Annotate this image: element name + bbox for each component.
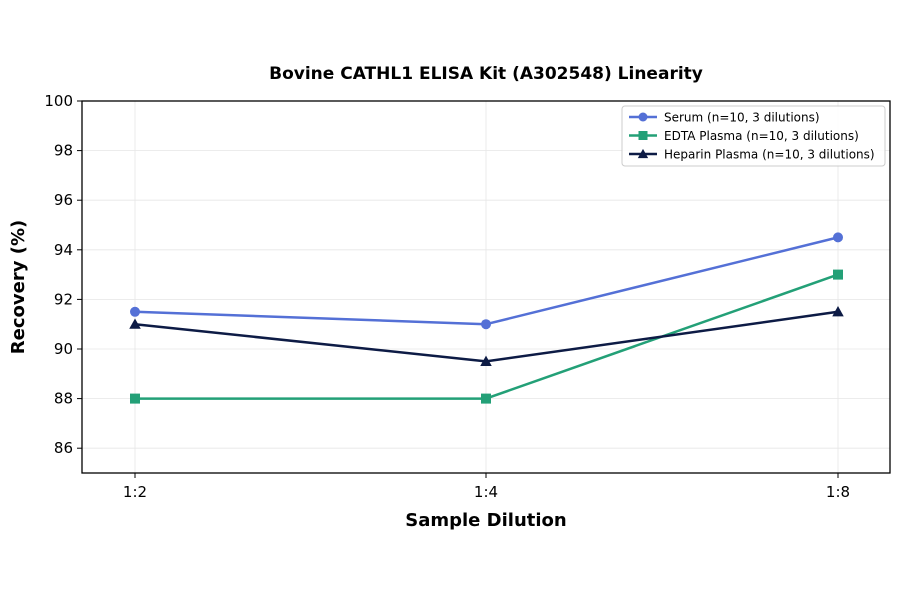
data-point [638,131,648,140]
data-point [480,355,492,366]
legend-item: EDTA Plasma (n=10, 3 dilutions) [629,129,859,143]
data-point [832,306,844,317]
data-point [481,393,491,404]
x-tick-label: 1:4 [474,483,498,501]
data-point [833,269,843,280]
x-tick-label: 1:2 [123,483,147,501]
data-point [638,112,648,122]
legend-label: EDTA Plasma (n=10, 3 dilutions) [664,129,859,143]
legend-box [621,105,886,167]
series-group [129,232,844,404]
series-heparin [129,306,844,366]
data-point [637,148,649,159]
legend-item: Serum (n=10, 3 dilutions) [629,111,820,125]
series-serum [130,232,843,330]
y-tick-label: 88 [54,390,73,408]
x-axis: 1:2 1:4 1:8 [123,473,850,501]
x-tick-label: 1:8 [826,483,850,501]
y-tick-label: 98 [54,142,73,160]
data-point [130,306,140,317]
y-tick-label: 96 [54,191,73,209]
y-tick-label: 86 [54,439,73,457]
legend-label: Heparin Plasma (n=10, 3 dilutions) [664,148,875,162]
y-tick-label: 94 [54,241,73,259]
legend-item: Heparin Plasma (n=10, 3 dilutions) [629,148,875,162]
data-point [130,393,140,404]
data-point [481,319,491,330]
data-point [129,318,141,329]
y-tick-label: 90 [54,340,73,358]
y-axis: 86 88 90 92 94 96 98 100 [44,92,82,457]
y-axis-label: Recovery (%) [8,220,29,354]
legend-label: Serum (n=10, 3 dilutions) [664,111,820,125]
data-point [833,232,843,243]
y-tick-label: 92 [54,290,73,308]
legend: Serum (n=10, 3 dilutions) EDTA Plasma (n=… [621,105,886,167]
y-tick-label: 100 [44,92,73,110]
chart-title: Bovine CATHL1 ELISA Kit (A302548) Linear… [269,64,703,84]
series-edta [130,269,843,404]
x-axis-label: Sample Dilution [405,510,566,531]
